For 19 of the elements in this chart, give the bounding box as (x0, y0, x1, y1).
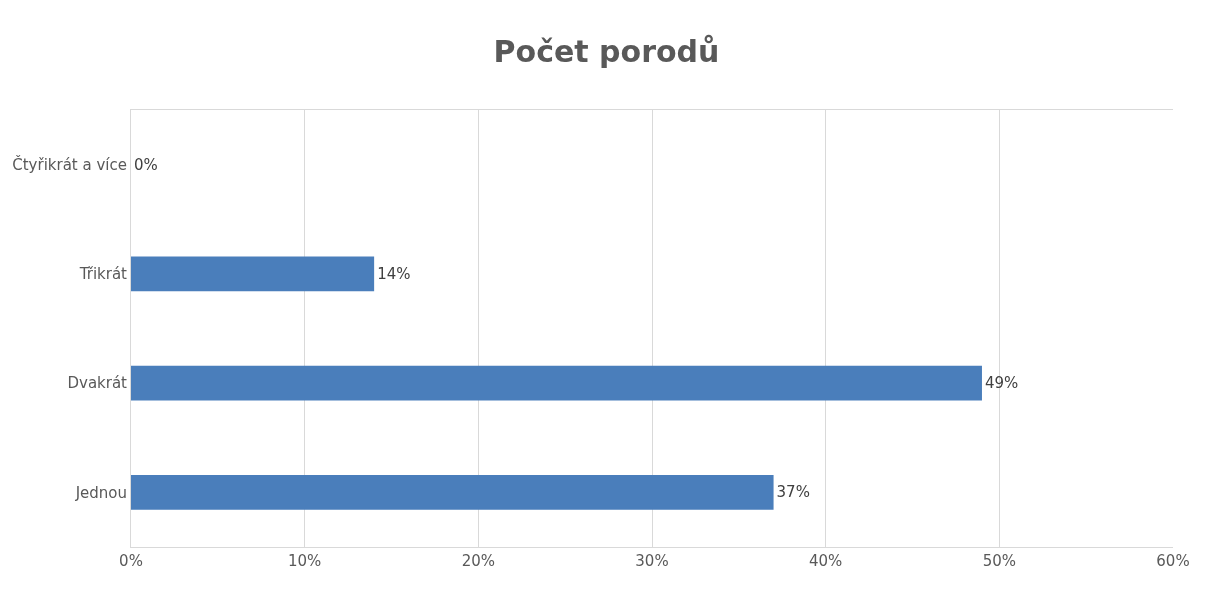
x-tick-label: 10% (288, 552, 322, 570)
y-tick-label: Čtyřikrát a více (12, 154, 127, 174)
x-tick-label: 50% (982, 552, 1016, 570)
chart-title: Počet porodů (493, 34, 720, 70)
data-label: 49% (984, 374, 1019, 393)
bar (131, 256, 375, 292)
y-tick-label: Třikrát (78, 265, 128, 284)
y-tick-label: Dvakrát (67, 374, 128, 393)
x-tick-label: 60% (1156, 552, 1190, 570)
x-tick-label: 0% (119, 552, 143, 570)
x-tick-label: 30% (635, 552, 669, 570)
y-tick-label: Jednou (74, 483, 127, 502)
data-label: 0% (134, 155, 158, 174)
bar (131, 474, 774, 510)
data-label: 37% (776, 483, 810, 502)
bar (131, 365, 982, 401)
x-tick-label: 40% (809, 552, 843, 570)
data-label: 14% (377, 264, 411, 283)
x-tick-label: 20% (461, 552, 495, 570)
